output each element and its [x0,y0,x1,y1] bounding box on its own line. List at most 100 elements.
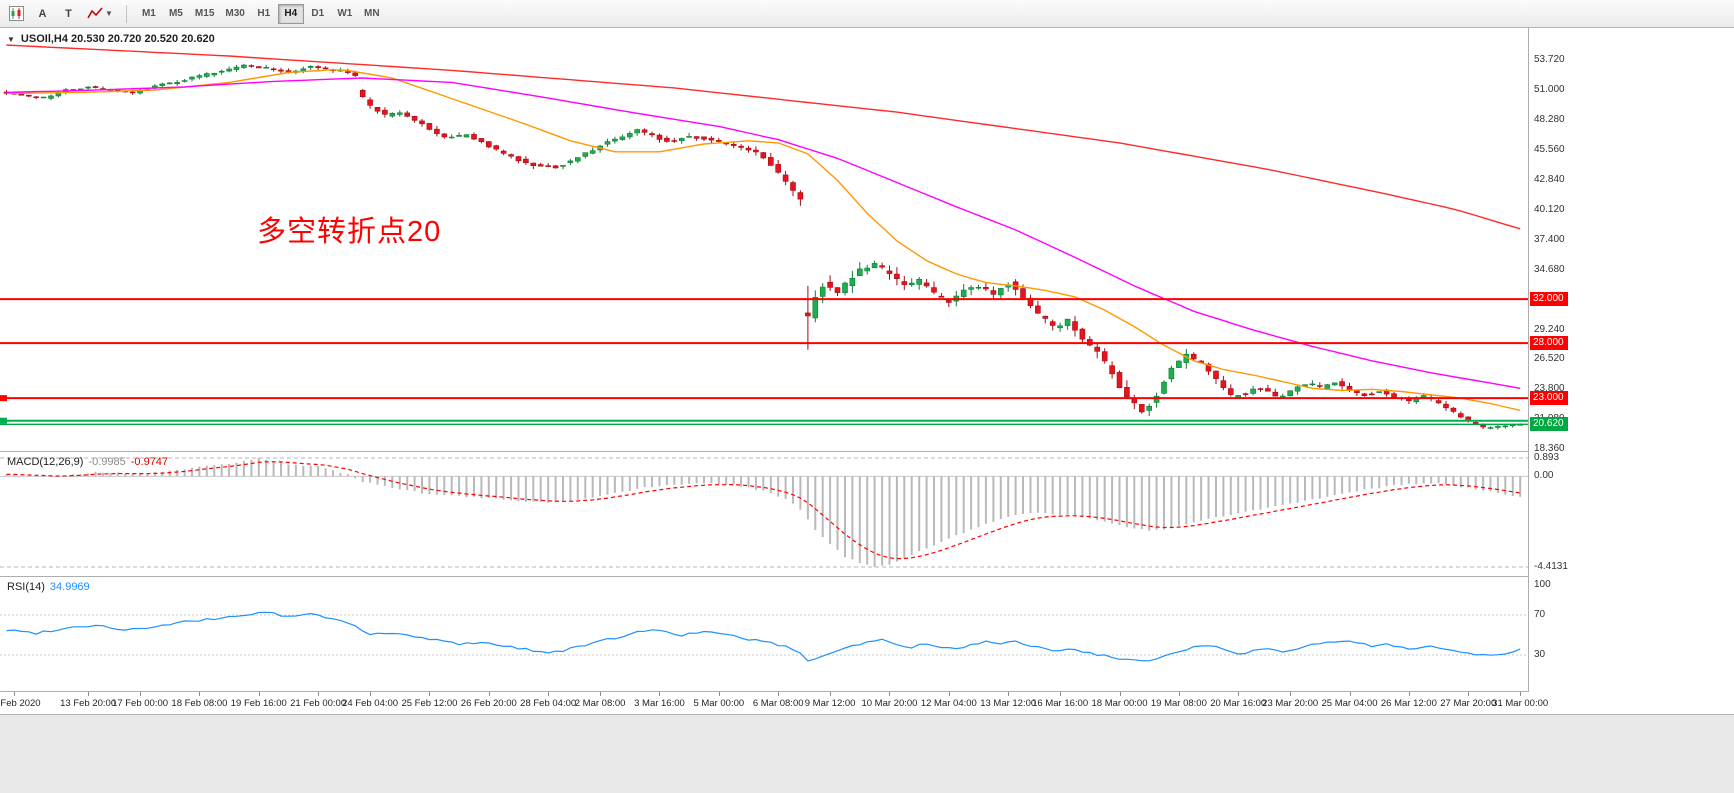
time-tick [199,692,201,696]
timeframe-mn[interactable]: MN [359,4,385,24]
time-tick [140,692,142,696]
line-handle-red [0,395,7,402]
symbol-ohlc-label: USOIl,H4 20.530 20.720 20.520 20.620 [20,33,215,45]
time-label: 3 Mar 16:00 [634,698,685,709]
time-label: 12 Mar 04:00 [920,698,977,709]
time-label: 12 Feb 2020 [0,698,41,709]
panel-divider[interactable] [0,451,1528,452]
time-label: 26 Mar 12:00 [1380,698,1437,709]
macd-value: -0.9985 [88,456,126,468]
timeframe-m1[interactable]: M1 [136,4,162,24]
indicator-zigzag-icon [87,7,103,19]
panel-divider[interactable] [0,576,1528,577]
bear-wicks [6,64,1484,429]
time-tick [1119,692,1121,696]
time-label: 27 Mar 20:00 [1440,698,1497,709]
time-tick [600,692,602,696]
time-tick [1178,692,1180,696]
rsi-value: 34.9969 [49,581,90,593]
time-tick [88,692,90,696]
time-tick [718,692,720,696]
rsi-scale-label: 30 [1534,649,1546,660]
macd-histogram [5,458,1522,567]
time-tick [1008,692,1010,696]
price-tick-label: 37.400 [1534,233,1565,245]
price-axis[interactable]: 53.720 51.000 48.280 45.560 42.840 40.120 37.4… [1528,28,1733,692]
price-tick-label: 40.120 [1534,203,1565,215]
time-label: 19 Feb 16:00 [230,698,287,709]
timeframe-h1[interactable]: H1 [251,4,277,24]
time-label: 18 Mar 00:00 [1091,698,1148,709]
chart-collapse-icon: ▼ [7,34,15,44]
time-tick [889,692,891,696]
price-tick-label: 42.840 [1534,173,1565,185]
ma-mid-line [6,77,1521,389]
timeframe-m5[interactable]: M5 [163,4,189,24]
macd-scale-min-label: -4.4131 [1534,561,1568,572]
time-tick [1238,692,1240,696]
time-tick [1408,692,1410,696]
rsi-scale-label: 70 [1534,609,1546,620]
time-tick [548,692,550,696]
price-line-badge: 23.000 [1530,391,1568,406]
price-chart[interactable] [0,28,1528,451]
time-tick [1468,692,1470,696]
rsi-line [6,611,1521,662]
indicators-menu-button[interactable]: ▼ [83,3,117,24]
macd-scale-max-label: 0.893 [1534,452,1560,463]
time-tick [1060,692,1062,696]
time-label: 21 Feb 00:00 [290,698,347,709]
timeframe-h4[interactable]: H4 [277,3,304,24]
chevron-down-icon: ▼ [105,9,113,18]
panel-divider [0,691,1528,692]
price-tick-label: 23.800 [1534,383,1565,395]
rsi-panel[interactable] [0,577,1528,691]
toolbar: A T ▼ M1 M5 M15 M30 H1 H4 D1 W1 MN [0,0,1734,28]
time-label: 25 Mar 04:00 [1321,698,1378,709]
price-tick-label: 51.000 [1534,84,1565,96]
time-tick [318,692,320,696]
label-tool-button[interactable]: T [57,3,80,24]
time-label: 10 Mar 20:00 [861,698,918,709]
time-label: 23 Mar 20:00 [1262,698,1319,709]
time-label: 17 Feb 00:00 [112,698,169,709]
time-label: 9 Mar 12:00 [804,698,856,709]
price-tick-label: 48.280 [1534,114,1565,126]
time-label: 18 Feb 08:00 [171,698,228,709]
timeframe-m15[interactable]: M15 [190,4,219,24]
chart-window-icon[interactable] [5,3,28,24]
time-tick [948,692,950,696]
time-label: 26 Feb 20:00 [460,698,517,709]
macd-panel[interactable] [0,452,1528,576]
chart-annotation-text[interactable]: 多空转折点20 [257,216,442,248]
time-tick [13,692,15,696]
price-line-badge: 32.000 [1530,292,1568,307]
time-label: 19 Mar 08:00 [1150,698,1207,709]
price-tick-label: 45.560 [1534,143,1565,155]
timeframe-w1[interactable]: W1 [332,4,358,24]
text-tool-button[interactable]: A [31,3,54,24]
time-label: 24 Feb 04:00 [342,698,399,709]
time-label: 2 Mar 08:00 [574,698,626,709]
timeframe-m30[interactable]: M30 [220,4,249,24]
price-tick-label: 18.360 [1534,443,1565,455]
time-label: 6 Mar 08:00 [752,698,804,709]
time-tick [659,692,661,696]
candlestick-chart-icon [9,6,24,21]
timeframe-d1[interactable]: D1 [305,4,331,24]
chart-title: ▼ USOIl,H4 20.530 20.720 20.520 20.620 [7,33,215,45]
bull-candles [40,64,1523,429]
time-label: 13 Feb 20:00 [60,698,117,709]
current-price-badge: 20.620 [1530,417,1568,432]
time-tick [258,692,260,696]
time-tick [429,692,431,696]
line-handle-green [0,417,7,424]
rsi-header: RSI(14) 34.9969 [7,581,90,593]
ma-slow-line [6,44,1521,230]
time-tick [778,692,780,696]
bear-candles [3,65,1486,428]
macd-header: MACD(12,26,9) -0.9985 -0.9747 [7,456,168,468]
price-tick-label: 26.520 [1534,353,1565,365]
